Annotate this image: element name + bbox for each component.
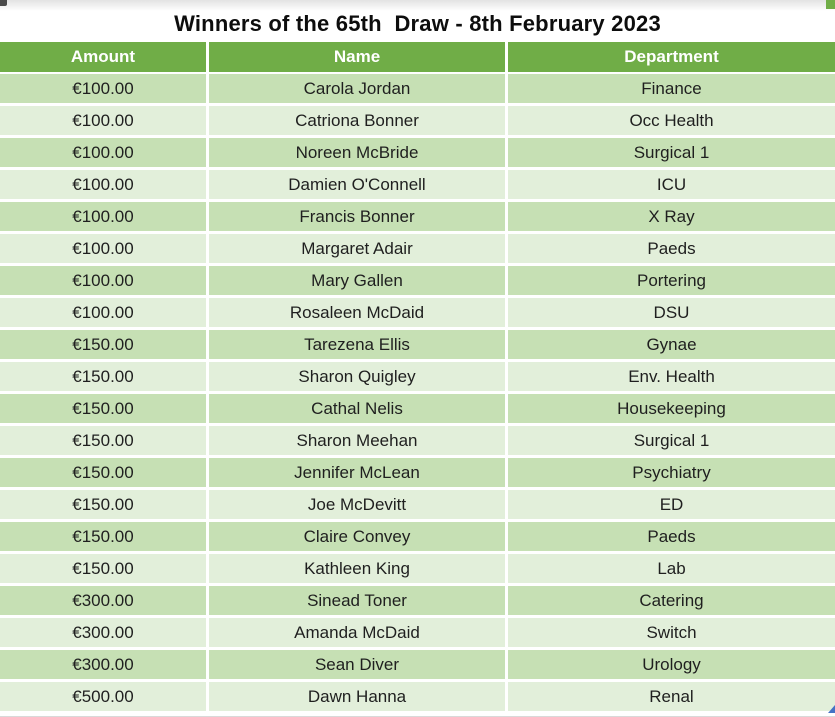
table-cell-name: Noreen McBride — [209, 138, 505, 167]
crop-artifact-top-right — [826, 0, 835, 9]
column-header-amount: Amount — [0, 42, 206, 72]
table-cell-amount: €100.00 — [0, 298, 206, 327]
table-cell-name: Sinead Toner — [209, 586, 505, 615]
table-cell-name: Francis Bonner — [209, 202, 505, 231]
table-cell-department: Surgical 1 — [508, 138, 835, 167]
table-cell-name: Joe McDevitt — [209, 490, 505, 519]
table-cell-department: Switch — [508, 618, 835, 647]
table-cell-amount: €100.00 — [0, 234, 206, 263]
table-cell-name: Mary Gallen — [209, 266, 505, 295]
table-cell-amount: €150.00 — [0, 490, 206, 519]
table-cell-name: Carola Jordan — [209, 74, 505, 103]
crop-artifact-top-left — [0, 0, 7, 6]
table-cell-amount: €150.00 — [0, 362, 206, 391]
table-cell-department: Psychiatry — [508, 458, 835, 487]
table-cell-name: Sean Diver — [209, 650, 505, 679]
column-header-department: Department — [508, 42, 835, 72]
table-cell-name: Sharon Meehan — [209, 426, 505, 455]
table-cell-amount: €300.00 — [0, 650, 206, 679]
table-cell-amount: €500.00 — [0, 682, 206, 711]
window-top-strip — [0, 0, 835, 11]
winners-table: Amount Name Department €100.00 Carola Jor… — [0, 42, 835, 711]
table-cell-name: Margaret Adair — [209, 234, 505, 263]
table-cell-department: Urology — [508, 650, 835, 679]
table-cell-department: Paeds — [508, 522, 835, 551]
table-cell-amount: €100.00 — [0, 202, 206, 231]
column-header-name: Name — [209, 42, 505, 72]
table-cell-department: ED — [508, 490, 835, 519]
page-title: Winners of the 65th Draw - 8th February … — [174, 11, 661, 36]
table-cell-name: Cathal Nelis — [209, 394, 505, 423]
table-cell-amount: €150.00 — [0, 458, 206, 487]
table-cell-amount: €100.00 — [0, 266, 206, 295]
table-cell-name: Dawn Hanna — [209, 682, 505, 711]
table-cell-name: Kathleen King — [209, 554, 505, 583]
table-cell-name: Damien O'Connell — [209, 170, 505, 199]
table-cell-name: Tarezena Ellis — [209, 330, 505, 359]
table-cell-department: Occ Health — [508, 106, 835, 135]
table-cell-amount: €150.00 — [0, 522, 206, 551]
table-cell-amount: €150.00 — [0, 426, 206, 455]
table-cell-amount: €150.00 — [0, 394, 206, 423]
table-cell-name: Jennifer McLean — [209, 458, 505, 487]
table-cell-department: Paeds — [508, 234, 835, 263]
table-cell-name: Claire Convey — [209, 522, 505, 551]
table-cell-department: Lab — [508, 554, 835, 583]
table-cell-name: Sharon Quigley — [209, 362, 505, 391]
table-cell-department: Catering — [508, 586, 835, 615]
table-cell-amount: €150.00 — [0, 554, 206, 583]
table-cell-department: Portering — [508, 266, 835, 295]
table-cell-name: Catriona Bonner — [209, 106, 505, 135]
table-cell-name: Rosaleen McDaid — [209, 298, 505, 327]
table-cell-department: Housekeeping — [508, 394, 835, 423]
table-cell-amount: €100.00 — [0, 170, 206, 199]
table-cell-department: Gynae — [508, 330, 835, 359]
crop-artifact-bottom-right — [828, 705, 835, 713]
table-cell-amount: €300.00 — [0, 618, 206, 647]
table-cell-department: Env. Health — [508, 362, 835, 391]
table-cell-department: Finance — [508, 74, 835, 103]
table-cell-amount: €300.00 — [0, 586, 206, 615]
table-cell-amount: €100.00 — [0, 106, 206, 135]
table-cell-name: Amanda McDaid — [209, 618, 505, 647]
table-cell-department: Surgical 1 — [508, 426, 835, 455]
table-cell-department: DSU — [508, 298, 835, 327]
table-cell-amount: €100.00 — [0, 138, 206, 167]
table-cell-department: Renal — [508, 682, 835, 711]
table-cell-department: X Ray — [508, 202, 835, 231]
table-cell-department: ICU — [508, 170, 835, 199]
table-cell-amount: €100.00 — [0, 74, 206, 103]
table-cell-amount: €150.00 — [0, 330, 206, 359]
